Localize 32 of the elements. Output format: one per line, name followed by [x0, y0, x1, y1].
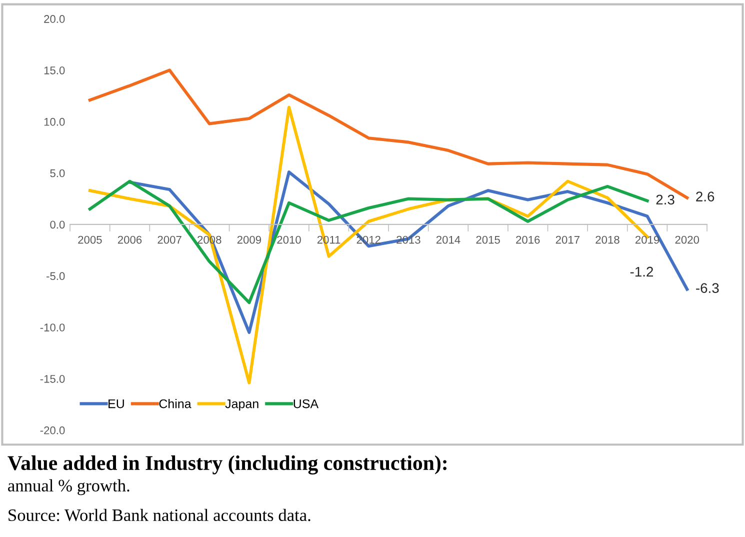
- x-tick-label: 2007: [158, 236, 182, 244]
- data-label: 2.6: [696, 192, 714, 202]
- x-tick-label: 2014: [436, 236, 460, 244]
- x-tick-label: 2010: [277, 236, 301, 244]
- x-tick-label: 2017: [556, 236, 580, 244]
- data-label: 2.3: [656, 194, 674, 205]
- y-tick-label: 20.0: [44, 15, 65, 23]
- y-tick-label: -10.0: [40, 324, 65, 332]
- y-tick-label: 0.0: [50, 220, 65, 229]
- y-tick-label: -15.0: [40, 374, 65, 383]
- source-note: Source: World Bank national accounts data.: [8, 508, 310, 522]
- data-label: -6.3: [696, 283, 719, 293]
- y-tick-label: -20.0: [40, 426, 65, 434]
- text: Value added in Industry (including construction):: [8, 455, 446, 474]
- x-tick-label: 2020: [675, 236, 700, 244]
- x-tick-label: 2006: [118, 236, 142, 244]
- y-tick-label: 5.0: [50, 169, 65, 178]
- y-tick-label: 15.0: [44, 66, 65, 74]
- x-tick-label: 2005: [78, 236, 102, 244]
- legend-label: EU: [108, 399, 124, 408]
- data-label: -1.2: [630, 266, 654, 277]
- legend-label: Japan: [225, 399, 258, 411]
- y-tick-label: 10.0: [44, 118, 65, 126]
- legend-label: USA: [294, 399, 319, 408]
- x-tick-label: 2018: [596, 236, 620, 244]
- x-tick-label: 2009: [237, 236, 262, 244]
- y-tick-label: -5.0: [46, 272, 65, 280]
- text: annual % growth.: [8, 479, 130, 496]
- x-tick-label: 2016: [516, 236, 540, 244]
- legend-label: China: [159, 399, 192, 408]
- x-tick-label: 2019: [635, 236, 660, 244]
- x-tick-label: 2015: [476, 236, 500, 244]
